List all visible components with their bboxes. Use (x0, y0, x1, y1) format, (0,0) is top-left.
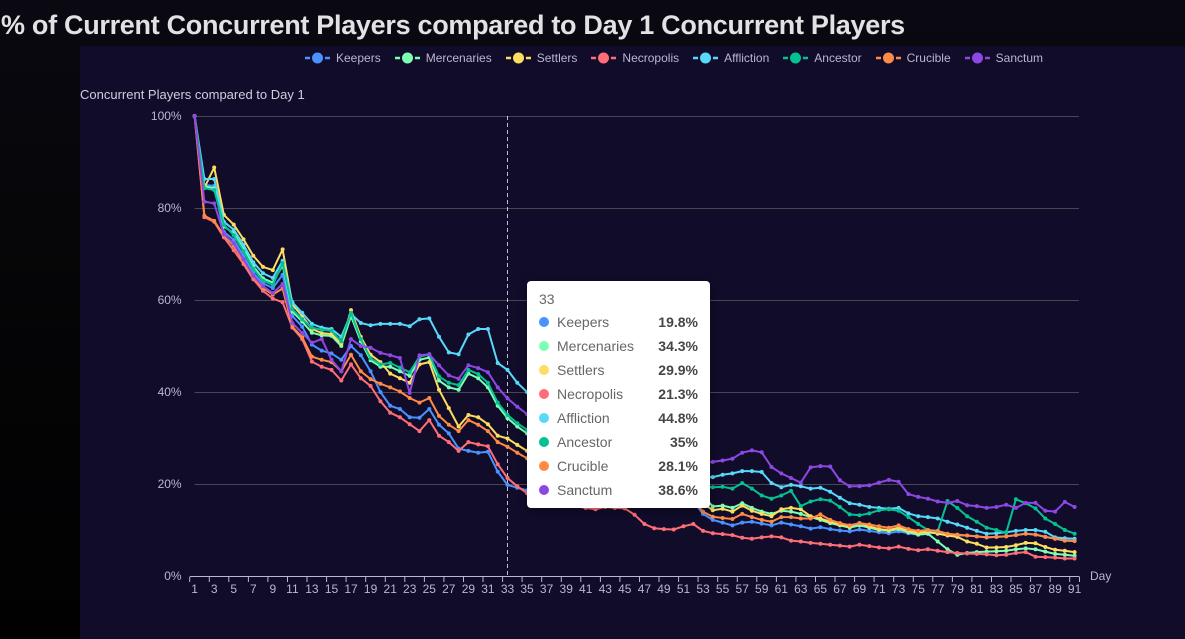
svg-text:11: 11 (286, 582, 299, 596)
svg-text:43: 43 (599, 582, 613, 596)
svg-text:20%: 20% (158, 477, 182, 491)
svg-text:21: 21 (384, 582, 398, 596)
svg-text:13: 13 (305, 582, 319, 596)
svg-text:39: 39 (560, 582, 574, 596)
svg-text:100%: 100% (151, 109, 182, 123)
svg-text:0%: 0% (164, 569, 182, 583)
svg-text:71: 71 (872, 582, 886, 596)
svg-text:7: 7 (250, 582, 257, 596)
svg-text:17: 17 (344, 582, 358, 596)
svg-text:63: 63 (794, 582, 808, 596)
svg-text:41: 41 (579, 582, 593, 596)
svg-text:83: 83 (990, 582, 1004, 596)
svg-text:53: 53 (696, 582, 710, 596)
svg-text:15: 15 (325, 582, 339, 596)
svg-text:59: 59 (755, 582, 769, 596)
svg-text:47: 47 (638, 582, 652, 596)
svg-text:29: 29 (462, 582, 476, 596)
svg-text:77: 77 (931, 582, 945, 596)
svg-text:91: 91 (1068, 582, 1082, 596)
svg-text:57: 57 (736, 582, 750, 596)
svg-text:85: 85 (1009, 582, 1023, 596)
svg-text:81: 81 (970, 582, 984, 596)
svg-text:75: 75 (912, 582, 926, 596)
svg-text:80%: 80% (158, 201, 182, 215)
svg-text:49: 49 (657, 582, 671, 596)
svg-text:87: 87 (1029, 582, 1043, 596)
svg-text:25: 25 (423, 582, 437, 596)
svg-text:79: 79 (951, 582, 965, 596)
svg-text:31: 31 (481, 582, 495, 596)
svg-text:23: 23 (403, 582, 417, 596)
svg-text:35: 35 (520, 582, 534, 596)
svg-text:Day: Day (1090, 569, 1111, 583)
svg-text:55: 55 (716, 582, 730, 596)
svg-text:89: 89 (1048, 582, 1062, 596)
svg-text:3: 3 (211, 582, 218, 596)
svg-text:67: 67 (833, 582, 847, 596)
svg-text:73: 73 (892, 582, 906, 596)
svg-text:5: 5 (230, 582, 237, 596)
svg-text:65: 65 (814, 582, 828, 596)
svg-text:61: 61 (775, 582, 789, 596)
svg-text:51: 51 (677, 582, 691, 596)
svg-text:45: 45 (618, 582, 632, 596)
svg-text:40%: 40% (158, 385, 182, 399)
svg-text:9: 9 (269, 582, 276, 596)
svg-text:37: 37 (540, 582, 554, 596)
svg-text:27: 27 (442, 582, 456, 596)
svg-text:60%: 60% (158, 293, 182, 307)
svg-text:69: 69 (853, 582, 867, 596)
svg-text:33: 33 (501, 582, 515, 596)
svg-text:1: 1 (191, 582, 198, 596)
svg-text:19: 19 (364, 582, 378, 596)
